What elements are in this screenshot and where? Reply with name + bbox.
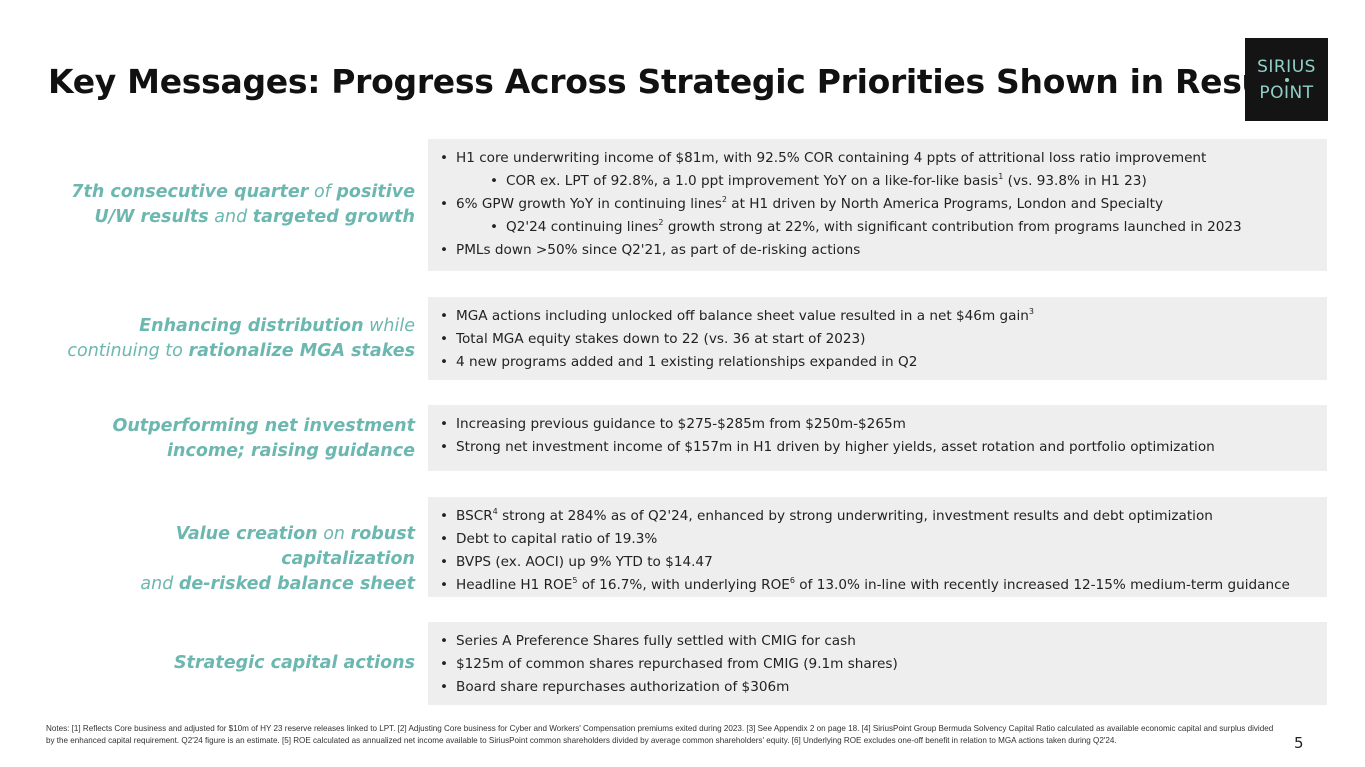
bullet-text: Series A Preference Shares fully settled… bbox=[456, 633, 856, 649]
row-label-text: and bbox=[140, 574, 179, 594]
bullet-box: Increasing previous guidance to $275-$28… bbox=[428, 405, 1327, 471]
bullet-box: MGA actions including unlocked off balan… bbox=[428, 297, 1327, 380]
row-label: Value creation on robust capitalization a… bbox=[45, 522, 415, 597]
sub-bullet-item: COR ex. LPT of 92.8%, a 1.0 ppt improvem… bbox=[438, 170, 1317, 193]
bullet-text: Debt to capital ratio of 19.3% bbox=[456, 531, 658, 547]
bullet-item: Board share repurchases authorization of… bbox=[438, 676, 1317, 699]
row-label-text: while bbox=[363, 316, 415, 336]
footnote-ref: 2 bbox=[658, 218, 664, 227]
row-label-text: income; raising guidance bbox=[167, 441, 415, 461]
row-label-text: Enhancing distribution bbox=[139, 316, 364, 336]
footnote-ref: 6 bbox=[789, 576, 795, 585]
sirius-point-logo: SIRIUS POINT bbox=[1245, 38, 1328, 121]
bullet-text: strong at 284% as of Q2'24, enhanced by … bbox=[497, 508, 1213, 524]
row-label-text: U/W results bbox=[94, 207, 209, 227]
bullet-item: MGA actions including unlocked off balan… bbox=[438, 305, 1317, 328]
bullet-text: Total MGA equity stakes down to 22 (vs. … bbox=[456, 331, 866, 347]
bullet-box: Series A Preference Shares fully settled… bbox=[428, 622, 1327, 705]
bullet-text: COR ex. LPT of 92.8%, a 1.0 ppt improvem… bbox=[506, 173, 999, 189]
row-label: Strategic capital actions bbox=[45, 651, 415, 676]
row-label-text: 7th consecutive quarter bbox=[71, 182, 309, 202]
bullet-item: Increasing previous guidance to $275-$28… bbox=[438, 413, 1317, 436]
bullet-item: Headline H1 ROE5 of 16.7%, with underlyi… bbox=[438, 574, 1317, 597]
page-number: 5 bbox=[1294, 734, 1304, 752]
row-label-text: of bbox=[308, 182, 337, 202]
row-label: Outperforming net investment income; rais… bbox=[45, 414, 415, 464]
row-label-text: robust capitalization bbox=[281, 524, 415, 569]
row-label-text: Strategic capital actions bbox=[173, 653, 415, 673]
bullet-item: Series A Preference Shares fully settled… bbox=[438, 630, 1317, 653]
star-dot-icon bbox=[1284, 77, 1289, 82]
footnote-ref: 3 bbox=[1028, 307, 1034, 316]
bullet-text: BSCR bbox=[456, 508, 493, 524]
bullet-box: H1 core underwriting income of $81m, wit… bbox=[428, 139, 1327, 271]
bullet-text: PMLs down >50% since Q2'21, as part of d… bbox=[456, 242, 861, 258]
page-title: Key Messages: Progress Across Strategic … bbox=[48, 62, 1311, 101]
row-label-text: Outperforming net investment bbox=[112, 416, 415, 436]
bullet-item: 6% GPW growth YoY in continuing lines2 a… bbox=[438, 193, 1317, 216]
row-label-text: de-risked balance sheet bbox=[178, 574, 415, 594]
bullet-box: BSCR4 strong at 284% as of Q2'24, enhanc… bbox=[428, 497, 1327, 597]
bullet-text: Strong net investment income of $157m in… bbox=[456, 439, 1215, 455]
footnote-ref: 1 bbox=[998, 172, 1004, 181]
bullet-item: PMLs down >50% since Q2'21, as part of d… bbox=[438, 239, 1317, 262]
footnote-ref: 2 bbox=[721, 195, 727, 204]
row-label: Enhancing distribution while continuing t… bbox=[45, 314, 415, 364]
row-label-text: continuing to bbox=[67, 341, 189, 361]
footnote-ref: 4 bbox=[492, 507, 498, 516]
bullet-text: Increasing previous guidance to $275-$28… bbox=[456, 416, 906, 432]
bullet-item: Total MGA equity stakes down to 22 (vs. … bbox=[438, 328, 1317, 351]
logo-text-line2: POINT bbox=[1259, 82, 1314, 103]
logo-text-line1: SIRIUS bbox=[1257, 56, 1316, 77]
bullet-item: H1 core underwriting income of $81m, wit… bbox=[438, 147, 1317, 170]
sub-bullet-item: Q2'24 continuing lines2 growth strong at… bbox=[438, 216, 1317, 239]
row-label-text: Value creation bbox=[175, 524, 318, 544]
bullet-text: Headline H1 ROE bbox=[456, 577, 573, 593]
row-label-text: positive bbox=[336, 182, 415, 202]
bullet-text: Q2'24 continuing lines bbox=[506, 219, 659, 235]
bullet-text: of 13.0% in-line with recently increased… bbox=[794, 577, 1290, 593]
bullet-text: 6% GPW growth YoY in continuing lines bbox=[456, 196, 722, 212]
bullet-text: (vs. 93.8% in H1 23) bbox=[1003, 173, 1147, 189]
row-label-text: targeted growth bbox=[252, 207, 415, 227]
bullet-text: Board share repurchases authorization of… bbox=[456, 679, 790, 695]
bullet-item: 4 new programs added and 1 existing rela… bbox=[438, 351, 1317, 374]
footnote-ref: 5 bbox=[572, 576, 578, 585]
bullet-text: of 16.7%, with underlying ROE bbox=[577, 577, 790, 593]
bullet-text: $125m of common shares repurchased from … bbox=[456, 656, 898, 672]
row-label-text: on bbox=[317, 524, 351, 544]
row-label: 7th consecutive quarter of positive U/W r… bbox=[45, 180, 415, 230]
row-label-text: and bbox=[208, 207, 253, 227]
bullet-text: at H1 driven by North America Programs, … bbox=[726, 196, 1163, 212]
row-label-text: rationalize MGA stakes bbox=[188, 341, 415, 361]
bullet-text: 4 new programs added and 1 existing rela… bbox=[456, 354, 918, 370]
bullet-item: BVPS (ex. AOCI) up 9% YTD to $14.47 bbox=[438, 551, 1317, 574]
bullet-item: BSCR4 strong at 284% as of Q2'24, enhanc… bbox=[438, 505, 1317, 528]
bullet-item: $125m of common shares repurchased from … bbox=[438, 653, 1317, 676]
bullet-text: MGA actions including unlocked off balan… bbox=[456, 308, 1029, 324]
bullet-text: growth strong at 22%, with significant c… bbox=[663, 219, 1242, 235]
bullet-item: Debt to capital ratio of 19.3% bbox=[438, 528, 1317, 551]
bullet-text: H1 core underwriting income of $81m, wit… bbox=[456, 150, 1207, 166]
bullet-item: Strong net investment income of $157m in… bbox=[438, 436, 1317, 459]
footnotes: Notes: [1] Reflects Core business and ad… bbox=[46, 724, 1274, 745]
bullet-text: BVPS (ex. AOCI) up 9% YTD to $14.47 bbox=[456, 554, 713, 570]
